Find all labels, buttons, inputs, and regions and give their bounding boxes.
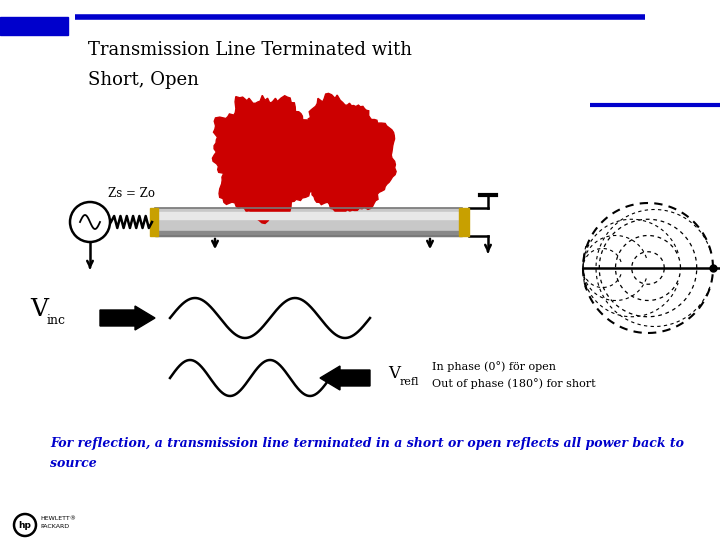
Text: In phase (0°) för open: In phase (0°) för open xyxy=(432,361,556,372)
Text: V: V xyxy=(388,366,400,382)
Polygon shape xyxy=(212,96,321,224)
Text: For reflection, a transmission line terminated in a short or open reflects all p: For reflection, a transmission line term… xyxy=(50,437,684,450)
Bar xyxy=(155,231,462,236)
Text: inc: inc xyxy=(47,314,66,327)
Text: Out of phase (180°) for short: Out of phase (180°) for short xyxy=(432,378,595,389)
Bar xyxy=(155,208,462,236)
Bar xyxy=(150,208,158,236)
FancyArrow shape xyxy=(320,366,370,390)
Bar xyxy=(0,17,68,35)
Text: hp: hp xyxy=(19,521,32,530)
Polygon shape xyxy=(294,93,396,214)
Text: Zs = Zo: Zs = Zo xyxy=(108,187,155,200)
Text: Short, Open: Short, Open xyxy=(88,71,199,89)
Bar xyxy=(155,212,462,219)
Text: source: source xyxy=(50,457,96,470)
FancyArrow shape xyxy=(100,306,155,330)
Text: PACKARD: PACKARD xyxy=(40,524,69,529)
Text: V: V xyxy=(30,299,48,321)
Text: refl: refl xyxy=(400,377,420,387)
Text: HEWLETT®: HEWLETT® xyxy=(40,516,76,521)
Bar xyxy=(459,208,469,236)
Text: Transmission Line Terminated with: Transmission Line Terminated with xyxy=(88,41,412,59)
Bar xyxy=(155,208,462,236)
